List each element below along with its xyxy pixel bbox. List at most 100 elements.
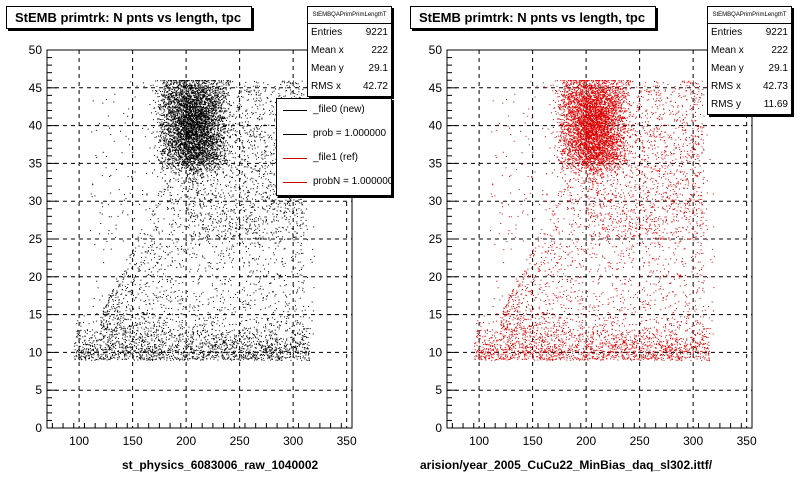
data-point xyxy=(303,348,305,350)
data-point xyxy=(274,242,276,244)
data-point xyxy=(159,248,161,250)
data-point xyxy=(204,198,205,200)
data-point xyxy=(177,110,179,112)
data-point xyxy=(198,105,200,107)
data-point xyxy=(172,284,174,286)
data-point xyxy=(269,357,271,359)
data-point xyxy=(245,309,247,311)
data-point xyxy=(259,335,261,337)
data-point xyxy=(207,126,209,128)
data-point xyxy=(168,113,170,114)
data-point xyxy=(256,258,258,260)
data-point xyxy=(195,359,197,360)
data-point xyxy=(190,179,192,181)
data-point xyxy=(105,307,107,308)
data-point xyxy=(242,329,244,331)
data-point xyxy=(149,104,151,106)
data-point xyxy=(238,184,240,186)
data-point xyxy=(176,337,178,339)
data-point xyxy=(193,143,195,145)
data-point xyxy=(229,88,231,90)
data-point xyxy=(206,149,208,150)
data-point xyxy=(79,345,80,347)
data-point xyxy=(300,97,301,99)
data-point xyxy=(118,354,120,356)
data-point xyxy=(173,354,174,356)
data-point xyxy=(174,139,176,141)
data-point xyxy=(110,357,111,358)
data-point xyxy=(254,259,256,261)
data-point xyxy=(207,156,209,158)
data-point xyxy=(247,192,249,194)
data-point xyxy=(173,136,175,138)
data-point xyxy=(265,171,267,173)
data-point xyxy=(245,303,247,305)
data-point xyxy=(190,156,192,158)
data-point xyxy=(232,341,234,343)
data-point xyxy=(252,270,254,272)
data-point xyxy=(177,226,179,228)
data-point xyxy=(191,103,193,105)
data-point xyxy=(121,351,123,353)
data-point xyxy=(194,201,196,203)
data-point xyxy=(158,146,160,148)
data-point xyxy=(182,145,184,147)
data-point xyxy=(296,252,298,254)
data-point xyxy=(219,161,221,163)
data-point xyxy=(258,200,259,202)
data-point xyxy=(228,248,230,250)
data-point xyxy=(219,92,221,94)
data-point xyxy=(167,208,169,210)
data-point xyxy=(240,340,242,342)
data-point xyxy=(115,327,116,329)
data-point xyxy=(251,358,253,360)
data-point xyxy=(207,115,209,117)
data-point xyxy=(220,129,222,131)
data-point xyxy=(271,91,273,93)
data-point xyxy=(222,123,224,125)
data-point xyxy=(233,350,235,352)
data-point xyxy=(100,346,102,348)
data-point xyxy=(103,323,105,325)
data-point xyxy=(197,88,199,90)
data-point xyxy=(143,301,145,302)
data-point xyxy=(103,319,105,321)
data-point xyxy=(211,139,213,140)
data-point xyxy=(247,304,248,305)
data-point xyxy=(179,198,181,200)
data-point xyxy=(229,87,231,89)
data-point xyxy=(236,216,238,218)
data-point xyxy=(187,123,188,125)
data-point xyxy=(203,92,205,93)
data-point xyxy=(173,141,175,142)
data-point xyxy=(220,163,222,165)
data-point xyxy=(243,357,245,358)
data-point xyxy=(185,128,187,129)
data-point xyxy=(174,123,176,125)
data-point xyxy=(205,82,207,84)
data-point xyxy=(297,342,299,344)
data-point xyxy=(240,178,241,180)
data-point xyxy=(294,231,296,233)
data-point xyxy=(254,209,255,211)
data-point xyxy=(115,348,117,349)
data-point xyxy=(207,105,208,107)
data-point xyxy=(199,295,201,297)
data-point xyxy=(79,350,81,352)
data-point xyxy=(110,295,112,297)
data-point xyxy=(192,358,194,360)
data-point xyxy=(144,322,146,324)
data-point xyxy=(260,341,262,343)
data-point xyxy=(177,194,179,196)
data-point xyxy=(140,348,142,349)
data-point xyxy=(169,109,171,111)
data-point xyxy=(151,246,153,248)
data-point xyxy=(176,110,178,112)
data-point xyxy=(156,350,158,352)
data-point xyxy=(111,331,113,333)
data-point xyxy=(248,261,250,263)
data-point xyxy=(201,173,203,175)
data-point xyxy=(181,157,182,158)
data-point xyxy=(178,129,179,131)
data-point xyxy=(293,212,295,214)
